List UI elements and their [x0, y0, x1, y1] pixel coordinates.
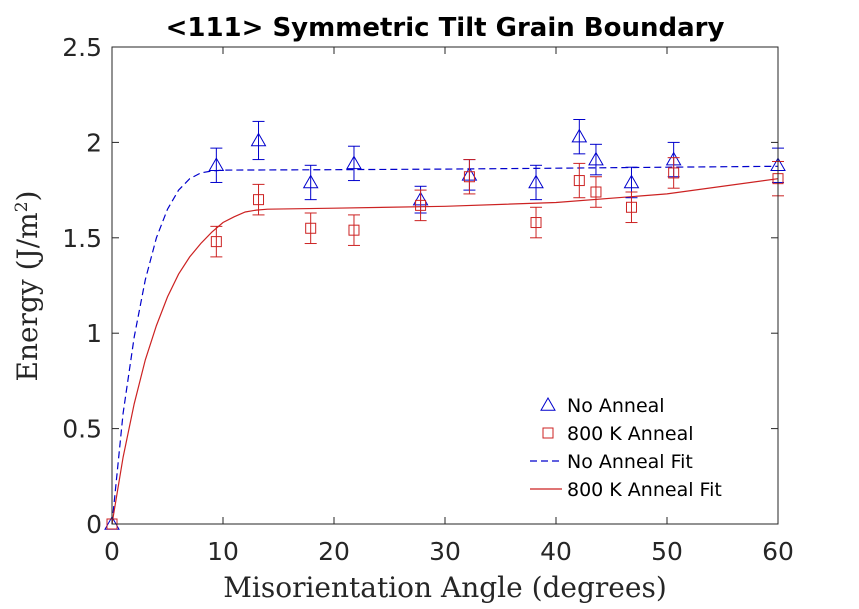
point-800-k-anneal	[590, 186, 602, 198]
x-tick-label: 50	[651, 537, 683, 566]
legend-marker-no-anneal	[540, 396, 556, 411]
point-800-k-anneal	[625, 201, 637, 213]
x-tick-label: 0	[104, 537, 120, 566]
legend-label-800-k-anneal-fit: 800 K Anneal Fit	[567, 479, 722, 501]
y-axis-label: Energy (J/m2)	[11, 191, 44, 382]
y-axis-label-main: Energy (J/m	[11, 212, 44, 381]
x-tick-label: 30	[429, 537, 461, 566]
fit-lines	[111, 165, 779, 525]
point-no-anneal	[571, 128, 588, 143]
point-no-anneal	[528, 174, 544, 189]
point-no-anneal	[250, 132, 267, 147]
axis-ticks: 0 10 20 30 40 50 60 0 0.5 1 1.5 2 2.5	[62, 33, 794, 566]
y-tick-label: 1	[86, 319, 102, 348]
point-800-k-anneal	[253, 194, 265, 206]
x-axis-label: Misorientation Angle (degrees)	[223, 571, 667, 604]
point-800-k-anneal	[463, 171, 475, 183]
legend: No Anneal 800 K Anneal No Anneal Fit 800 K …	[530, 395, 722, 501]
fit-line-no-anneal-fit	[111, 165, 779, 525]
y-axis-label-close: )	[11, 191, 44, 202]
y-tick-label: 0.5	[62, 415, 102, 444]
y-tick-label: 2.5	[62, 33, 102, 62]
point-no-anneal	[302, 174, 319, 189]
x-tick-label: 60	[762, 537, 794, 566]
point-800-k-anneal	[305, 222, 317, 234]
chart-title: <111> Symmetric Tilt Grain Boundary	[166, 13, 725, 43]
x-tick-label: 20	[318, 537, 350, 566]
point-800-k-anneal	[415, 199, 427, 211]
point-800-k-anneal	[668, 167, 680, 179]
y-axis-label-superscript: 2	[12, 201, 32, 212]
x-tick-label: 10	[207, 537, 239, 566]
legend-marker-800-k-anneal	[542, 427, 554, 439]
legend-label-no-anneal-fit: No Anneal Fit	[567, 451, 693, 473]
point-no-anneal	[623, 174, 640, 189]
point-800-k-anneal	[348, 224, 360, 236]
legend-label-800-k-anneal: 800 K Anneal	[567, 423, 694, 445]
point-800-k-anneal	[530, 217, 542, 229]
point-no-anneal	[208, 157, 225, 172]
y-tick-label: 1.5	[62, 224, 102, 253]
legend-label-no-anneal: No Anneal	[567, 395, 665, 417]
point-800-k-anneal	[210, 236, 222, 248]
point-800-k-anneal	[573, 175, 585, 187]
plot-area	[112, 47, 778, 524]
x-tick-label: 40	[540, 537, 572, 566]
fit-line-800-k-anneal-fit	[111, 178, 779, 525]
point-no-anneal	[588, 151, 604, 166]
y-tick-label: 2	[86, 128, 102, 157]
y-tick-label: 0	[86, 510, 102, 539]
point-no-anneal	[346, 155, 362, 170]
